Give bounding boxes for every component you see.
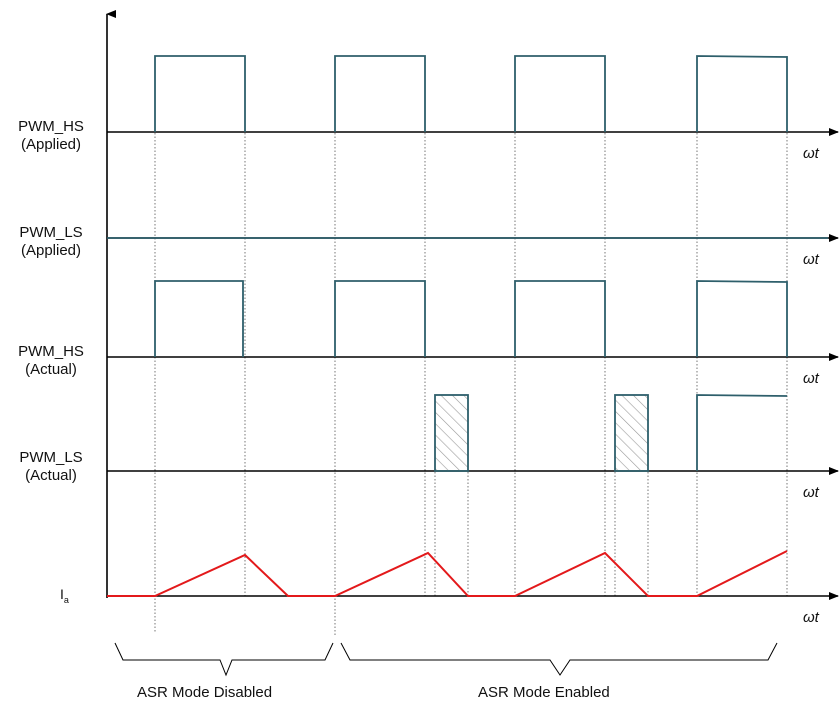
row-label-text: PWM_LS [19, 449, 83, 466]
current-label-subscript: a [63, 594, 69, 605]
row-label-pwm-ls-applied: PWM_LS (Applied) [10, 224, 92, 260]
caption-asr-enabled: ASR Mode Enabled [478, 684, 610, 701]
pwm-ls-actual-pulses [434, 394, 788, 472]
pulse [514, 280, 606, 357]
axis-label-wt-5: ωt [803, 609, 819, 626]
axis-label-wt-4: ωt [803, 484, 819, 501]
pulse [334, 55, 426, 132]
current-waveform [107, 550, 788, 597]
axis-label-wt-1: ωt [803, 145, 819, 162]
pwm-hs-applied-pulses [154, 55, 788, 132]
current-label-main: I [60, 586, 64, 602]
row-label-pwm-ls-actual: PWM_LS (Actual) [10, 449, 92, 485]
row-label-pwm-hs-applied: PWM_HS (Applied) [10, 118, 92, 154]
hatched-pulse [614, 394, 649, 472]
pulse [154, 55, 246, 132]
axis-label-wt-3: ωt [803, 370, 819, 387]
current-label: Ia [60, 586, 69, 605]
time-guides [154, 56, 788, 636]
row-sublabel-text: (Applied) [20, 242, 82, 259]
pulse [696, 280, 788, 357]
time-axes [107, 128, 839, 600]
brace-asr-disabled [114, 642, 334, 677]
pulse [154, 280, 244, 357]
brace-asr-enabled [340, 642, 778, 676]
pwm-hs-actual-pulses [154, 280, 788, 357]
row-sublabel-text: (Applied) [20, 136, 82, 153]
pulse [334, 280, 426, 357]
pulse [696, 394, 788, 471]
row-label-text: PWM_HS [18, 118, 84, 135]
hatched-pulse [434, 394, 469, 472]
axis-label-wt-2: ωt [803, 251, 819, 268]
row-sublabel-text: (Actual) [25, 361, 77, 378]
caption-asr-disabled: ASR Mode Disabled [137, 684, 273, 701]
row-sublabel-text: (Actual) [25, 467, 77, 484]
row-label-text: PWM_LS [19, 224, 83, 241]
row-label-pwm-hs-actual: PWM_HS (Actual) [10, 343, 92, 379]
pulse [696, 55, 788, 132]
region-braces [114, 642, 778, 677]
row-label-text: PWM_HS [18, 343, 84, 360]
pulse [514, 55, 606, 132]
